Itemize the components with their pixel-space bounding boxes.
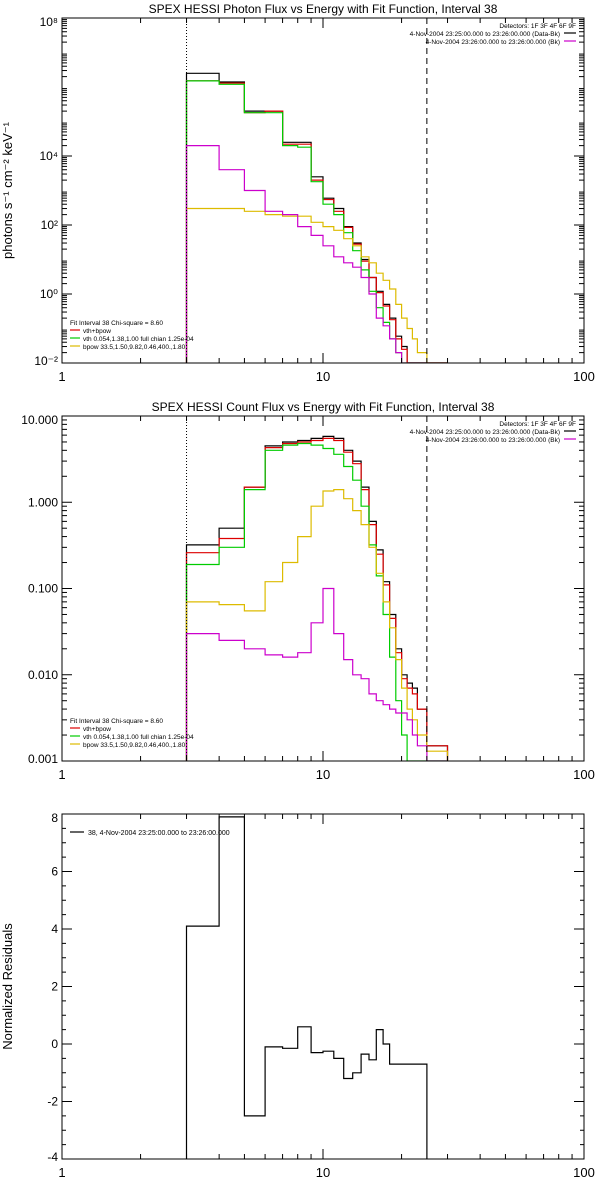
count-xtick-label: 100 (573, 767, 595, 782)
resid-ytick-label: 2 (51, 980, 58, 994)
resid-series-total (185, 816, 428, 1159)
resid-panel: 1 10 100 -4 -2 0 2 4 6 8 Normalized Residuals 38, 4… (0, 811, 595, 1180)
resid-plot-frame (61, 813, 585, 1160)
photon-series-bk (185, 145, 448, 363)
count-legend-top-1: 4-Nov-2004 23:25:00.000 to 23:26:00.000 … (410, 429, 560, 436)
photon-legend-top-0: Detectors: 1F 3F 4F 6F 9F (499, 23, 576, 30)
count-ytick-label: 0.100 (28, 582, 58, 596)
resid-series-group (185, 816, 428, 1159)
resid-ytick-label: -4 (47, 1150, 58, 1164)
count-ytick-label: 1.000 (28, 495, 58, 509)
photon-legend-bottom-2: vth 0.054,1.38,1.00 full chian 1.25e-04 (83, 336, 194, 343)
resid-xtick-label: 10 (316, 1165, 330, 1180)
resid-ytick-label: 8 (51, 811, 58, 825)
photon-series-bpow (185, 207, 448, 363)
photon-ytick-label: 10⁰ (40, 287, 58, 301)
count-series-group (185, 435, 449, 761)
resid-ytick-label: -2 (47, 1095, 58, 1109)
photon-xtick-label: 100 (573, 369, 595, 384)
resid-legend-entry: 38, 4-Nov-2004 23:25:00.000 to 23:26:00.… (88, 830, 230, 837)
photon-series-group (185, 72, 448, 363)
count-ytick-label: 0.001 (28, 752, 58, 766)
count-panel: 1 10 100 0.001 0.010 0.100 1.000 10.000 SPEX HES… (21, 400, 595, 782)
photon-legend-bottom-0: Fit Interval 38 Chi-square = 8.60 (70, 320, 163, 327)
photon-legend-top-1: 4-Nov-2004 23:25:00.000 to 23:26:00.000 … (410, 31, 560, 38)
photon-ytick-label: 10⁻² (34, 354, 58, 368)
photon-title: SPEX HESSI Photon Flux vs Energy with Fi… (149, 2, 498, 16)
photon-legend-bottom-1: vth+bpow (83, 328, 111, 335)
photon-ylabel: photons s⁻¹ cm⁻² keV⁻¹ (0, 121, 15, 259)
photon-ytick-label: 10² (41, 218, 58, 232)
count-legend-bottom-2: vth 0.054,1.38,1.00 full chian 1.25e-04 (83, 734, 194, 741)
count-ytick-label: 0.010 (28, 668, 58, 682)
photon-ytick-label: 10⁸ (40, 15, 58, 29)
count-xtick-label: 1 (58, 767, 65, 782)
photon-xtick-label: 10 (316, 369, 330, 384)
count-title: SPEX HESSI Count Flux vs Energy with Fit… (152, 400, 495, 414)
resid-ytick-label: 0 (51, 1037, 58, 1051)
resid-xtick-label: 1 (58, 1165, 65, 1180)
count-series-fit (185, 437, 449, 761)
resid-xtick-label: 100 (573, 1165, 595, 1180)
count-xtick-label: 10 (316, 767, 330, 782)
photon-series-total (185, 72, 448, 363)
count-series-vth (185, 442, 448, 761)
photon-xtick-label: 1 (58, 369, 65, 384)
count-legend-bottom-3: bpow 33.5,1.50,9.82,0.46,400.,1.80 (83, 742, 186, 749)
photon-legend-top-2: 4-Nov-2004 23:26:00.000 to 23:26:00.000 … (426, 39, 560, 46)
resid-ytick-label: 6 (51, 865, 58, 879)
photon-ytick-label: 10⁴ (39, 149, 58, 163)
photon-panel: 1 10 100 10⁻² 10⁰ 10² 10⁴ 10⁸ SPEX HESSI Photon … (0, 2, 595, 384)
count-series-total (185, 435, 449, 761)
count-legend-top-0: Detectors: 1F 3F 4F 6F 9F (499, 421, 576, 428)
photon-legend-bottom-3: bpow 33.5,1.50,9.82,0.46,400.,1.80 (83, 344, 186, 351)
count-legend-bottom-1: vth+bpow (83, 726, 111, 733)
count-series-bpow (185, 489, 449, 761)
count-legend-top-2: 4-Nov-2004 23:26:00.000 to 23:26:00.000 … (426, 437, 560, 444)
count-legend-bottom-0: Fit Interval 38 Chi-square = 8.60 (70, 718, 163, 725)
count-series-bk (185, 587, 448, 761)
count-ytick-label: 10.000 (21, 413, 58, 427)
resid-ytick-label: 4 (51, 922, 58, 936)
resid-ylabel: Normalized Residuals (0, 923, 15, 1050)
